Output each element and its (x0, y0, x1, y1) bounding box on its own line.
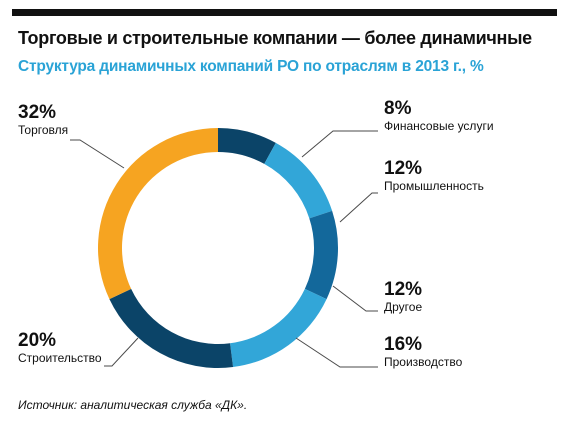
donut-slice-construction (109, 288, 234, 368)
label-industry: 12% Промышленность (384, 159, 484, 194)
leader-financial (301, 130, 378, 158)
label-other: 12% Другое (384, 280, 422, 315)
donut-slice-trade (97, 128, 218, 300)
slice-name-label: Строительство (18, 351, 102, 365)
slice-value-label: 8% (384, 98, 412, 119)
slice-name-label: Финансовые услуги (384, 119, 494, 133)
leader-production (295, 337, 378, 368)
label-construction: 20% Строительство (18, 331, 102, 366)
leader-construction (104, 337, 139, 367)
slice-name-label: Другое (384, 300, 423, 314)
chart-title: Торговые и строительные компании — более… (18, 28, 532, 48)
slice-value-label: 20% (18, 330, 57, 351)
label-trade: 32% Торговля (18, 103, 68, 138)
slice-value-label: 16% (384, 334, 423, 355)
leader-trade (70, 139, 125, 169)
leader-industry (339, 192, 378, 223)
donut-slice-industry (264, 142, 333, 219)
slice-value-label: 12% (384, 158, 423, 179)
slice-name-label: Торговля (18, 123, 69, 137)
slice-value-label: 32% (18, 102, 57, 123)
label-financial: 8% Финансовые услуги (384, 99, 494, 134)
leader-other (332, 285, 378, 312)
slice-name-label: Производство (384, 355, 463, 369)
source-note: Источник: аналитическая служба «ДК». (18, 398, 248, 412)
top-rule (12, 9, 557, 16)
donut-slice-production (230, 288, 327, 368)
donut-slice-other (304, 210, 338, 300)
slice-name-label: Промышленность (384, 179, 484, 193)
label-production: 16% Производство (384, 335, 462, 370)
slice-value-label: 12% (384, 279, 423, 300)
donut-slice-financial (218, 128, 276, 164)
chart-subtitle: Структура динамичных компаний РО по отра… (18, 58, 484, 75)
